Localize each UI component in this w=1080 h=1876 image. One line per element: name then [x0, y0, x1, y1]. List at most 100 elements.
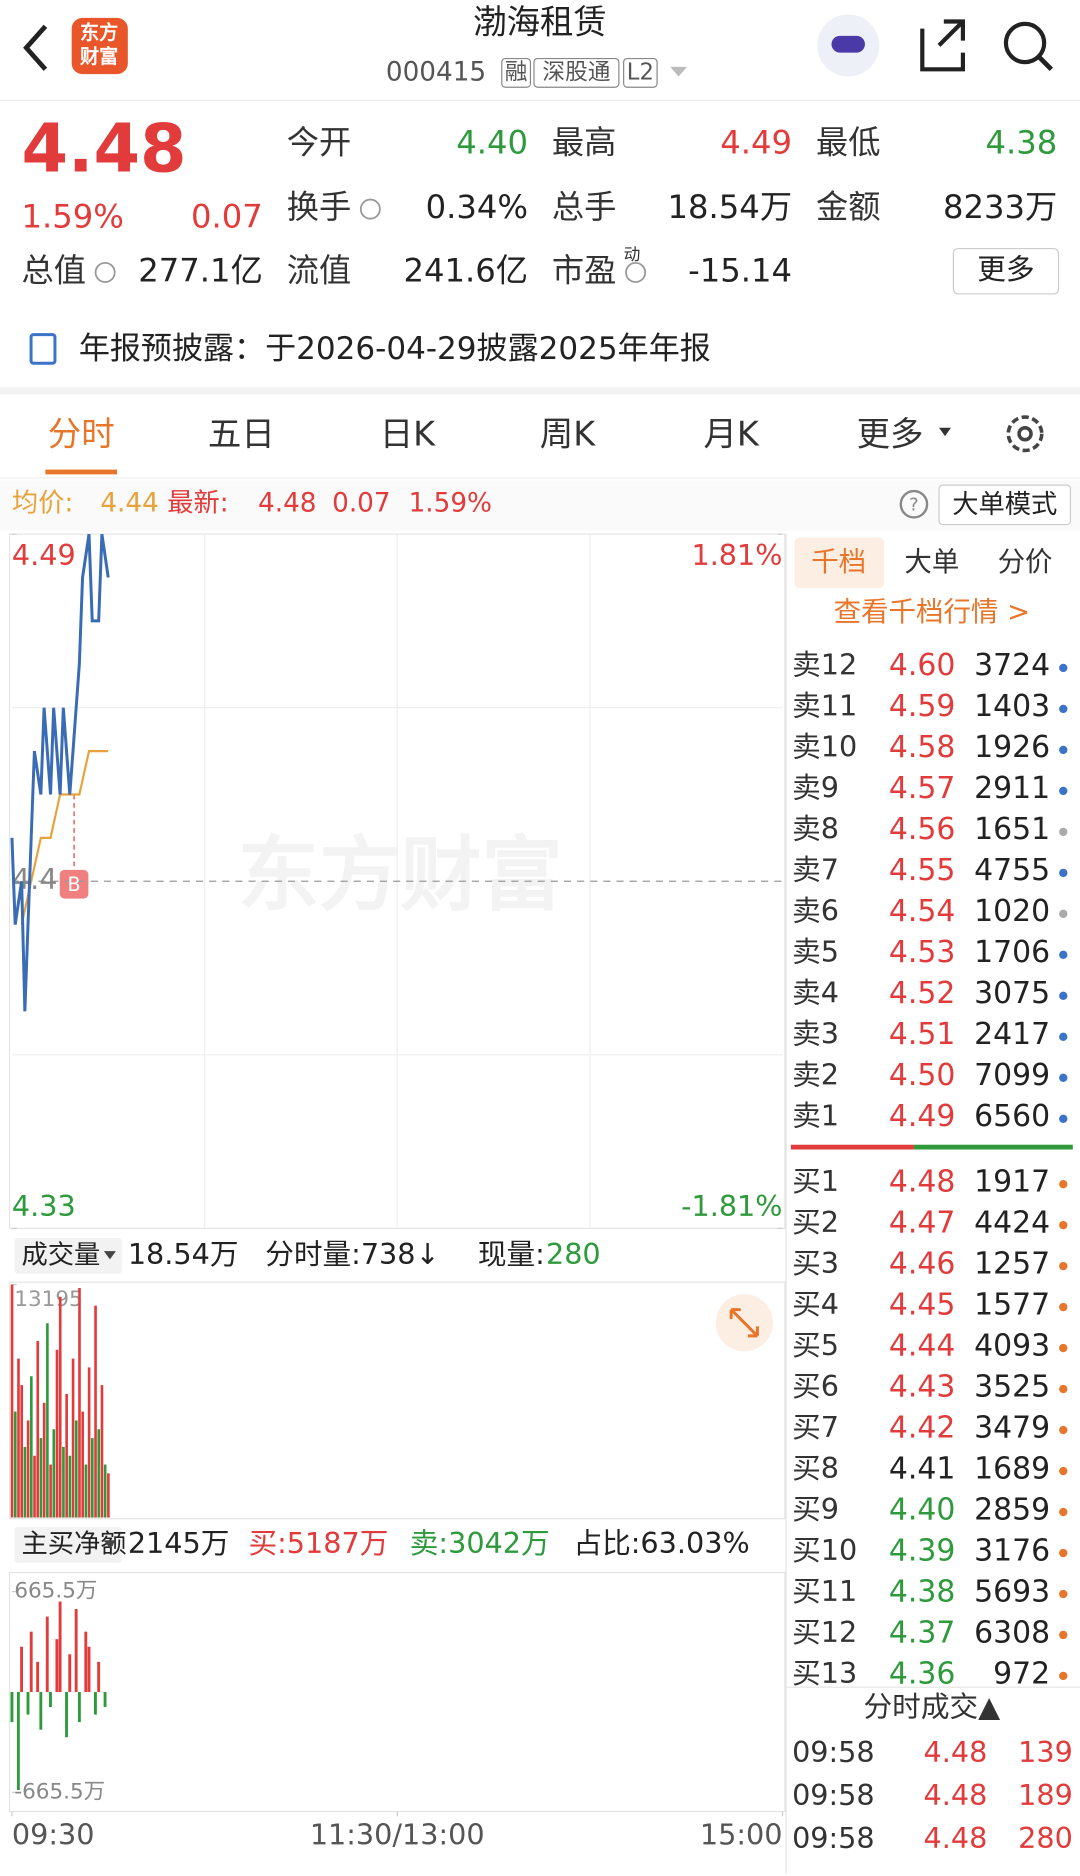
back-button[interactable] — [23, 24, 48, 71]
book-dot — [1059, 1220, 1068, 1230]
book-volume: 1917 — [974, 1164, 1050, 1199]
book-dot — [1059, 1671, 1068, 1681]
book-price: 4.42 — [889, 1410, 955, 1445]
book-link[interactable]: 查看千档行情 > — [834, 596, 1031, 628]
book-dot — [1059, 991, 1068, 1001]
book-volume: 1706 — [974, 935, 1050, 970]
info-icon[interactable] — [625, 261, 647, 283]
stat-value: 4.40 — [456, 124, 528, 162]
selector-box[interactable] — [14, 1527, 122, 1563]
tab[interactable]: 周K — [540, 415, 596, 454]
b-badge — [59, 869, 89, 899]
trade-time: 09:58 — [792, 1778, 875, 1812]
y-tick-label: -665.5万 — [14, 1779, 105, 1804]
flow-bar — [16, 1691, 20, 1791]
dropdown-arrow[interactable] — [670, 66, 687, 77]
flow-bar — [10, 1691, 14, 1723]
help-icon[interactable] — [899, 489, 929, 519]
tab[interactable]: 更多 — [857, 415, 924, 454]
volume-bar — [49, 1464, 52, 1518]
mode-button[interactable] — [938, 484, 1072, 526]
current-label: 现量: — [478, 1237, 545, 1271]
trade-price: 4.48 — [923, 1821, 987, 1855]
stat-label: 今开 — [287, 124, 351, 162]
active-book-tab — [794, 537, 885, 588]
book-label: 买4 — [792, 1287, 839, 1321]
book-dot — [1059, 704, 1068, 714]
avatar-face — [831, 35, 865, 53]
book-label: 卖2 — [792, 1058, 839, 1092]
stat-label: 流值 — [287, 251, 351, 289]
separator — [0, 387, 1080, 395]
book-label: 买5 — [792, 1328, 839, 1362]
book-volume: 1577 — [974, 1287, 1050, 1322]
share-icon[interactable] — [920, 19, 966, 72]
volume-bar — [52, 1429, 56, 1518]
last-change: 0.07 — [332, 489, 390, 519]
settings-icon[interactable] — [1006, 415, 1044, 453]
logo-text: 财富 — [80, 45, 118, 68]
book-tab[interactable]: 分价 — [998, 546, 1053, 578]
trades-title[interactable]: 分时成交▲ — [864, 1690, 1001, 1724]
info-icon[interactable] — [359, 198, 381, 220]
current-value: 280 — [546, 1237, 601, 1271]
book-volume: 3075 — [974, 976, 1050, 1011]
book-label: 买1 — [792, 1164, 839, 1198]
book-price: 4.45 — [889, 1287, 955, 1322]
book-label: 买8 — [792, 1451, 839, 1485]
book-tab[interactable]: 千档 — [811, 546, 866, 578]
stat-label: 总手 — [552, 188, 616, 226]
flow-bar — [49, 1691, 52, 1708]
book-dot — [1059, 1114, 1068, 1123]
book-price: 4.49 — [889, 1099, 955, 1134]
book-dot — [1059, 1466, 1068, 1476]
book-price: 4.53 — [889, 935, 955, 970]
settings-center — [1017, 425, 1033, 442]
flow-bar — [55, 1639, 59, 1692]
book-price: 4.44 — [889, 1328, 955, 1363]
volume-bar — [84, 1464, 88, 1518]
book-dot — [1059, 1261, 1068, 1271]
volume-bar — [78, 1287, 81, 1518]
stat-value: 241.6亿 — [403, 251, 528, 289]
volume-bar — [74, 1420, 78, 1518]
mode-label[interactable]: 大单模式 — [952, 490, 1057, 520]
flow-bar — [39, 1691, 43, 1730]
book-volume: 7099 — [974, 1058, 1050, 1093]
flow-bar — [65, 1691, 68, 1738]
flow-bar — [77, 1691, 81, 1723]
buy-bar — [913, 1144, 1073, 1150]
tab[interactable]: 分时 — [48, 415, 115, 454]
book-price: 4.40 — [889, 1492, 955, 1527]
book-volume: 6560 — [974, 1099, 1050, 1134]
y-tick-label: 665.5万 — [14, 1579, 97, 1604]
tab[interactable]: 月K — [703, 415, 759, 454]
book-dot — [1059, 950, 1068, 960]
book-dot — [1059, 786, 1068, 796]
book-tab[interactable]: 大单 — [904, 546, 959, 578]
book-price: 4.48 — [889, 1164, 955, 1199]
tab[interactable]: 五日 — [208, 415, 275, 454]
more-button[interactable] — [952, 247, 1060, 295]
book-price: 4.37 — [889, 1615, 955, 1650]
book-price: 4.50 — [889, 1058, 955, 1093]
flow-net: 2145万 — [128, 1526, 230, 1560]
stat-value: -15.14 — [688, 251, 792, 289]
info-icon[interactable] — [94, 261, 116, 283]
stat-value: 8233万 — [943, 188, 1057, 226]
selector-box[interactable] — [14, 1237, 122, 1274]
book-price: 4.56 — [889, 812, 955, 847]
more-button-label[interactable]: 更多 — [977, 252, 1034, 286]
expand-icon — [729, 1308, 759, 1338]
volume-bar — [62, 1446, 65, 1518]
flow-sell: 卖:3042万 — [410, 1526, 550, 1560]
y2-tick-label: 1.81% — [691, 538, 782, 572]
trade-time: 09:58 — [792, 1821, 875, 1855]
book-label: 买7 — [792, 1410, 839, 1444]
book-price: 4.52 — [889, 976, 955, 1011]
book-dot — [1059, 868, 1068, 878]
tab[interactable]: 日K — [380, 415, 436, 454]
search-icon[interactable] — [1003, 21, 1047, 65]
